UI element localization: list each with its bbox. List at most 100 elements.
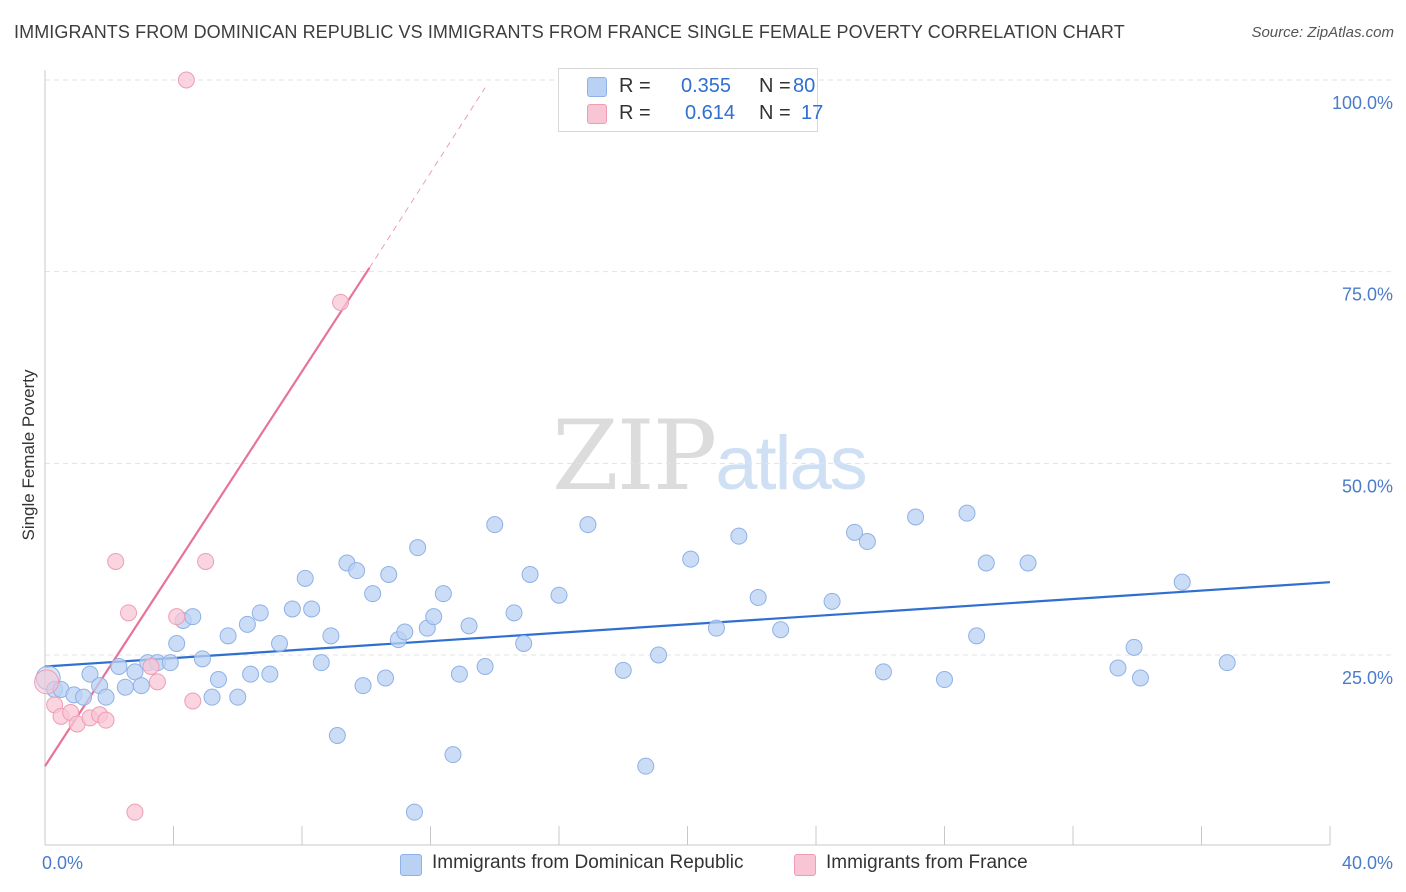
data-point-blue [936,671,953,689]
data-point-blue [579,516,597,534]
x-tick-label: 40.0% [1342,853,1393,873]
data-point-blue [1173,573,1191,591]
data-point-blue [637,757,655,775]
blue-swatch [400,854,422,876]
data-point-blue [380,566,398,583]
data-point-blue [977,554,995,572]
legend-label: Immigrants from Dominican Republic [432,852,744,873]
watermark: ZIPatlas [552,400,868,512]
data-point-blue [968,627,986,645]
data-point-blue [81,665,99,683]
data-point-blue [460,617,478,635]
y-tick-label: 50.0% [1342,476,1393,496]
grid-lines [45,79,1392,656]
data-point-blue [396,623,414,641]
y-tick-label: 25.0% [1342,668,1393,688]
data-point-pink [148,673,166,691]
data-point-blue [958,504,976,522]
data-point-blue [132,677,150,695]
data-point-blue [858,533,876,551]
data-point-pink [34,669,60,695]
x-tick-label: 0.0% [42,853,83,873]
trend-line-blue [44,581,1331,668]
data-point-blue [75,688,93,706]
data-point-blue [348,562,366,580]
data-point-blue [193,650,211,668]
data-point-blue [238,615,256,633]
data-point-blue [907,508,925,526]
axes [44,70,1331,846]
data-point-blue [296,569,314,587]
pink-swatch [794,854,816,876]
data-point-pink [97,711,115,729]
data-point-blue [364,585,382,603]
data-point-blue [614,661,632,679]
n-value: 80 [793,75,816,97]
data-point-pink [177,71,195,89]
data-point-blue [377,669,395,687]
y-tick-label: 75.0% [1342,285,1393,305]
data-point-blue [251,604,269,622]
data-point-blue [1218,654,1236,672]
data-point-blue [434,585,452,603]
data-point-blue [209,671,227,689]
data-point-blue [409,539,427,557]
data-point-pink [107,552,125,570]
data-point-blue [229,688,247,706]
data-point-pink [142,658,160,675]
data-point-blue [1019,554,1037,572]
data-point-blue [682,550,700,568]
data-point-blue [1131,669,1149,687]
data-point-blue [486,516,504,534]
series-legend: Immigrants from Dominican Republic Immig… [0,852,1406,878]
data-point-blue [846,523,864,541]
data-point-blue [476,658,494,675]
trend-line-extension-pink [369,87,486,269]
data-points [34,71,1236,821]
data-point-blue [505,604,523,622]
data-point-pink [184,692,202,710]
data-point-blue [515,635,533,652]
n-label: N = [759,102,791,124]
data-point-blue [450,665,468,683]
data-point-blue [261,665,279,683]
y-tick-label: 100.0% [1332,93,1393,113]
data-point-pink [332,293,350,311]
r-value: 0.355 [681,75,732,97]
data-point-pink [120,604,138,622]
data-point-pink [168,608,186,626]
data-point-blue [271,635,289,652]
n-value: 17 [801,102,824,124]
data-point-blue [312,654,330,672]
r-label: R = [619,102,651,124]
data-point-pink [126,803,144,821]
data-point-blue [707,619,725,637]
data-point-blue [242,665,260,683]
data-point-blue [283,600,301,618]
data-point-blue [161,654,179,672]
data-point-blue [521,566,539,583]
data-point-blue [203,688,221,706]
data-point-blue [650,646,668,664]
data-point-blue [749,589,767,606]
n-label: N = [759,75,791,97]
data-point-blue [97,688,115,706]
data-point-blue [405,803,423,821]
watermark-zip: ZIP [552,400,717,512]
data-point-blue [168,635,186,652]
r-label: R = [619,75,651,97]
r-value: 0.614 [685,102,736,124]
data-point-blue [354,677,372,695]
data-point-blue [219,627,237,645]
pink-swatch [587,104,607,124]
data-point-blue [874,663,892,681]
data-point-blue [116,678,134,696]
data-point-blue [110,658,128,675]
data-point-blue [303,600,321,618]
x-tick-labels: 0.0% 40.0% [42,853,1393,873]
blue-swatch [587,77,607,97]
trend-lines [44,87,1331,767]
data-point-blue [1109,659,1127,677]
data-point-pink [197,552,215,570]
